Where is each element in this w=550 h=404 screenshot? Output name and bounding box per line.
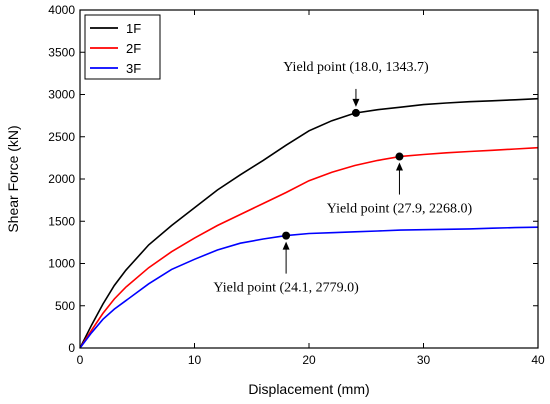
x-axis-ticks: 0 10 20 30 40 [77, 10, 545, 367]
y-axis-ticks: 0 500 1000 1500 2000 2500 3000 3500 4000 [48, 3, 538, 355]
x-tick-label: 0 [77, 353, 84, 367]
series-lines [79, 97, 539, 349]
yield-arrow-head [282, 241, 290, 250]
x-tick-label: 20 [302, 353, 316, 367]
legend-label-3f: 3F [126, 61, 141, 76]
x-tick-label: 30 [417, 353, 431, 367]
legend-box [84, 14, 161, 80]
y-tick-label: 3500 [48, 45, 75, 59]
yield-point-label: Yield point (27.9, 2268.0) [327, 202, 473, 217]
y-tick-label: 0 [68, 341, 75, 355]
y-tick-label: 1000 [48, 257, 75, 271]
yield-annotations: Yield point (18.0, 1343.7) Yield point (2… [213, 60, 472, 296]
plot-frame [79, 9, 539, 349]
legend-label-2f: 2F [126, 41, 141, 56]
x-axis-title: Displacement (mm) [248, 381, 369, 397]
y-tick-label: 1500 [48, 214, 75, 228]
yield-point-marker [395, 152, 404, 161]
yield-point-label: Yield point (24.1, 2779.0) [213, 281, 359, 296]
series-line-1f [79, 97, 539, 349]
y-axis-title: Shear Force (kN) [5, 125, 21, 232]
yield-point-label: Yield point (18.0, 1343.7) [283, 60, 429, 75]
y-tick-label: 2000 [48, 172, 75, 186]
yield-arrow-head [352, 98, 360, 107]
yield-arrow-head [395, 162, 403, 171]
legend: 1F 2F 3F [84, 14, 161, 80]
y-tick-label: 3000 [48, 88, 75, 102]
yield-point-marker [351, 108, 360, 117]
x-tick-label: 10 [188, 353, 202, 367]
y-tick-label: 2500 [48, 130, 75, 144]
yield-point-marker [282, 231, 291, 240]
y-tick-label: 500 [55, 299, 75, 313]
y-tick-label: 4000 [48, 3, 75, 17]
legend-label-1f: 1F [126, 21, 141, 36]
series-line-2f [79, 146, 539, 349]
x-tick-label: 40 [531, 353, 545, 367]
